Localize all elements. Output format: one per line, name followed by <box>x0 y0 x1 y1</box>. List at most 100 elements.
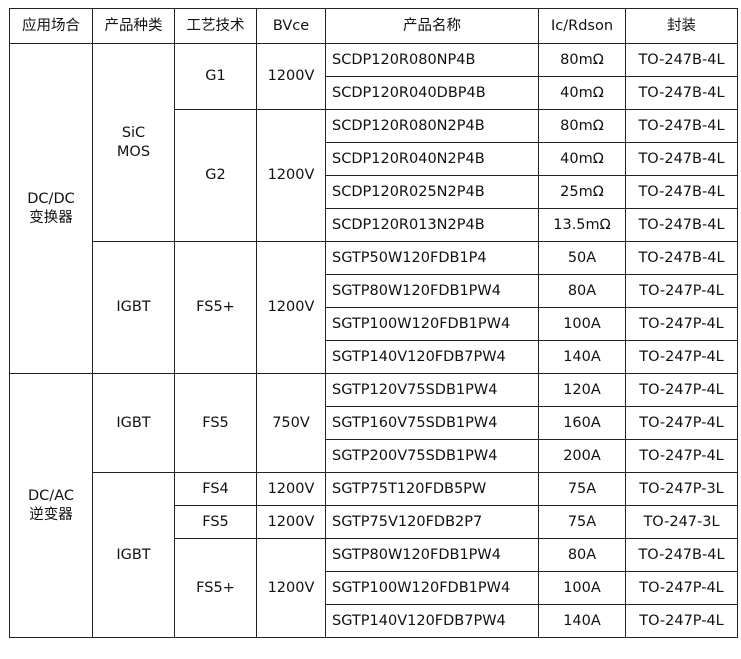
product-name: SGTP100W120FDB1PW4 <box>325 307 539 341</box>
table-row: FS5+ 1200V SGTP80W120FDB1PW4 80A TO-247B-4… <box>10 538 738 638</box>
table-row: SGTP160V75SDB1PW4 160A TO-247P-4L <box>10 406 738 440</box>
rating: 80A <box>538 274 626 308</box>
rating: 40mΩ <box>538 76 626 110</box>
rating: 200A <box>538 439 626 473</box>
product-name: SGTP160V75SDB1PW4 <box>325 406 539 440</box>
header-type: 产品种类 <box>92 8 175 44</box>
package: TO-247B-4L <box>625 241 738 275</box>
header-bvce: BVce <box>256 8 326 44</box>
rating: 50A <box>538 241 626 275</box>
bvce-cell: 1200V <box>256 472 326 506</box>
rating: 140A <box>538 340 626 374</box>
application-cell: DC/AC 逆变器 <box>9 373 93 638</box>
table-row: SGTP100W120FDB1PW4 100A TO-247P-4L <box>10 571 738 605</box>
header-row: 应用场合 产品种类 工艺技术 BVce 产品名称 Ic/Rdson 封装 <box>9 8 738 44</box>
package: TO-247-3L <box>625 505 738 539</box>
product-name: SGTP50W120FDB1P4 <box>325 241 539 275</box>
product-name: SGTP140V120FDB7PW4 <box>325 340 539 374</box>
table-row: DC/DC 变换器 SiC MOS G1 1200V SCDP120R080NP… <box>9 43 738 374</box>
process-cell: G2 <box>174 109 257 242</box>
bvce-cell: 1200V <box>256 505 326 539</box>
rating: 80A <box>538 538 626 572</box>
product-name: SGTP80W120FDB1PW4 <box>325 274 539 308</box>
table-row: SCDP120R040N2P4B 40mΩ TO-247B-4L <box>10 142 738 176</box>
package: TO-247P-4L <box>625 571 738 605</box>
rating: 120A <box>538 373 626 407</box>
rating: 100A <box>538 571 626 605</box>
package: TO-247P-4L <box>625 373 738 407</box>
bvce-cell: 1200V <box>256 43 326 110</box>
rating: 13.5mΩ <box>538 208 626 242</box>
product-name: SCDP120R013N2P4B <box>325 208 539 242</box>
process-cell: FS5+ <box>174 538 257 638</box>
type-cell: IGBT <box>92 241 175 374</box>
product-name: SGTP100W120FDB1PW4 <box>325 571 539 605</box>
package: TO-247P-4L <box>625 340 738 374</box>
bvce-cell: 1200V <box>256 241 326 374</box>
table-row: IGBT FS5+ 1200V SGTP50W120FDB1P4 50A TO-24… <box>10 241 738 374</box>
table-row: SGTP80W120FDB1PW4 80A TO-247P-4L <box>10 274 738 308</box>
rating: 75A <box>538 505 626 539</box>
table-row: DC/AC 逆变器 IGBT FS5 750V SGTP120V75SDB1PW… <box>9 373 738 638</box>
package: TO-247B-4L <box>625 43 738 77</box>
table-row: SGTP200V75SDB1PW4 200A TO-247P-4L <box>10 439 738 473</box>
package: TO-247P-4L <box>625 406 738 440</box>
product-name: SCDP120R025N2P4B <box>325 175 539 209</box>
package: TO-247P-4L <box>625 274 738 308</box>
rating: 75A <box>538 472 626 506</box>
header-process: 工艺技术 <box>174 8 257 44</box>
header-rating: Ic/Rdson <box>538 8 626 44</box>
process-cell: FS5 <box>174 505 257 539</box>
process-cell: FS4 <box>174 472 257 506</box>
table-row: SGTP100W120FDB1PW4 100A TO-247P-4L <box>10 307 738 341</box>
product-name: SGTP75T120FDB5PW <box>325 472 539 506</box>
header-product-name: 产品名称 <box>325 8 539 44</box>
application-cell: DC/DC 变换器 <box>9 43 93 374</box>
package: TO-247P-3L <box>625 472 738 506</box>
product-name: SCDP120R080N2P4B <box>325 109 539 143</box>
process-cell: G1 <box>174 43 257 110</box>
table-row: IGBT FS4 1200V SGTP75T120FDB5PW 75A TO-247… <box>10 472 738 638</box>
rating: 140A <box>538 604 626 638</box>
package: TO-247B-4L <box>625 175 738 209</box>
type-cell: IGBT <box>92 472 175 638</box>
table-row: G2 1200V SCDP120R080N2P4B 80mΩ TO-247B-4L <box>10 109 738 242</box>
rating: 40mΩ <box>538 142 626 176</box>
package: TO-247B-4L <box>625 76 738 110</box>
rating: 25mΩ <box>538 175 626 209</box>
package: TO-247P-4L <box>625 439 738 473</box>
rating: 160A <box>538 406 626 440</box>
table-row: SCDP120R025N2P4B 25mΩ TO-247B-4L <box>10 175 738 209</box>
package: TO-247B-4L <box>625 142 738 176</box>
package: TO-247B-4L <box>625 538 738 572</box>
rating: 100A <box>538 307 626 341</box>
package: TO-247B-4L <box>625 109 738 143</box>
process-cell: FS5+ <box>174 241 257 374</box>
product-name: SGTP140V120FDB7PW4 <box>325 604 539 638</box>
table-row: SGTP140V120FDB7PW4 140A TO-247P-4L <box>10 604 738 638</box>
package: TO-247P-4L <box>625 307 738 341</box>
product-name: SGTP200V75SDB1PW4 <box>325 439 539 473</box>
table-row: SCDP120R040DBP4B 40mΩ TO-247B-4L <box>10 76 738 110</box>
product-name: SGTP120V75SDB1PW4 <box>325 373 539 407</box>
product-name: SCDP120R040DBP4B <box>325 76 539 110</box>
header-package: 封装 <box>625 8 738 44</box>
table-row: SCDP120R013N2P4B 13.5mΩ TO-247B-4L <box>10 208 738 242</box>
product-name: SCDP120R040N2P4B <box>325 142 539 176</box>
bvce-cell: 750V <box>256 373 326 473</box>
product-table: 应用场合 产品种类 工艺技术 BVce 产品名称 Ic/Rdson 封装 DC/… <box>9 8 738 638</box>
header-application: 应用场合 <box>9 8 93 44</box>
product-name: SCDP120R080NP4B <box>325 43 539 77</box>
type-cell: SiC MOS <box>92 43 175 242</box>
process-cell: FS5 <box>174 373 257 473</box>
type-cell: IGBT <box>92 373 175 473</box>
table-row: SGTP140V120FDB7PW4 140A TO-247P-4L <box>10 340 738 374</box>
rating: 80mΩ <box>538 43 626 77</box>
product-name: SGTP80W120FDB1PW4 <box>325 538 539 572</box>
bvce-cell: 1200V <box>256 538 326 638</box>
rating: 80mΩ <box>538 109 626 143</box>
package: TO-247B-4L <box>625 208 738 242</box>
product-name: SGTP75V120FDB2P7 <box>325 505 539 539</box>
package: TO-247P-4L <box>625 604 738 638</box>
bvce-cell: 1200V <box>256 109 326 242</box>
